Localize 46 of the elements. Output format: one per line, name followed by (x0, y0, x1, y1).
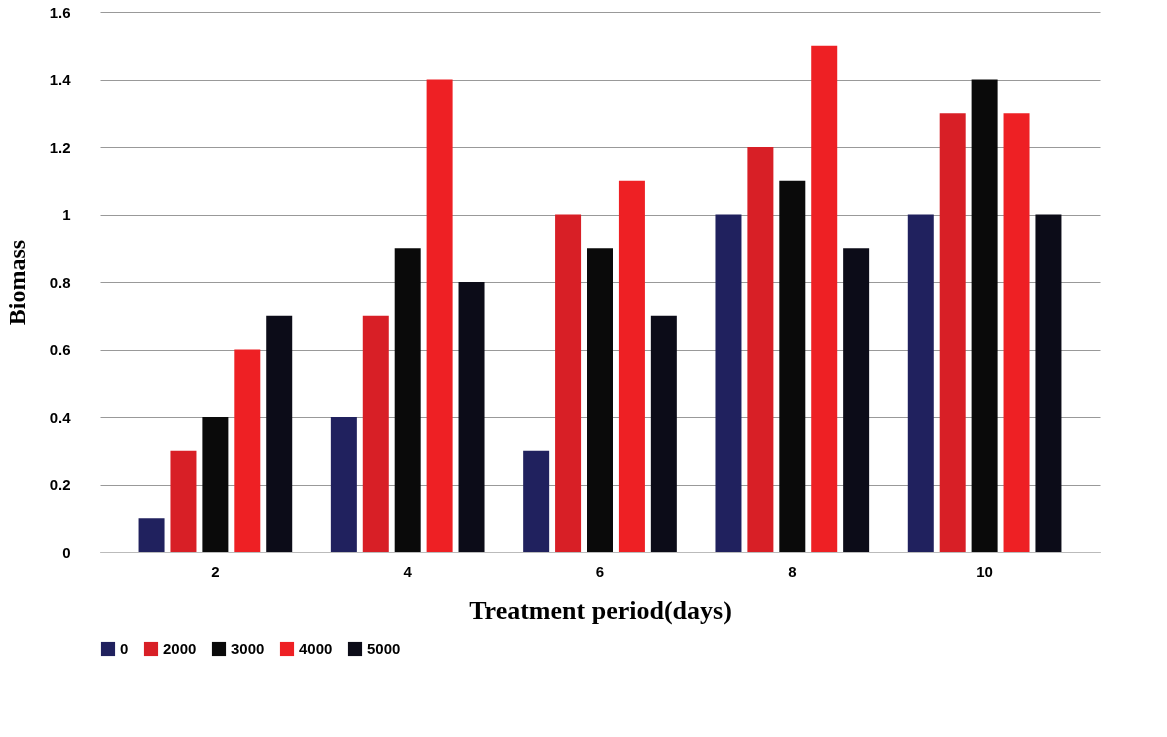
bar (555, 214, 582, 552)
bar (939, 113, 966, 552)
bar (907, 214, 934, 552)
bar (170, 450, 197, 552)
bar (426, 79, 453, 552)
bar (1003, 113, 1030, 552)
bar (618, 180, 645, 552)
bar (266, 315, 293, 552)
bar (843, 248, 870, 552)
bar (811, 45, 838, 552)
legend-label: 3000 (231, 640, 265, 657)
x-tick-label: 2 (211, 562, 220, 580)
y-tick-label: 1.2 (49, 138, 71, 156)
y-tick-label: 0.4 (49, 408, 72, 426)
bar (747, 147, 774, 552)
bar (650, 315, 677, 552)
x-tick-label: 8 (788, 562, 797, 580)
y-tick-label: 0.2 (49, 476, 71, 493)
bar (362, 315, 389, 552)
bar (715, 214, 742, 552)
legend-label: 5000 (367, 640, 401, 657)
y-tick-label: 1.6 (49, 3, 71, 21)
x-tick-label: 6 (595, 562, 605, 580)
bar (234, 349, 261, 552)
y-axis-title: Biomass (3, 239, 30, 326)
y-tick-label: 0 (62, 543, 71, 561)
bar (458, 282, 485, 552)
bar (779, 180, 806, 552)
bar (330, 417, 357, 552)
legend-label: 2000 (163, 640, 197, 657)
x-axis-title: Treatment period(days) (469, 595, 732, 625)
y-tick-label: 1 (62, 206, 71, 223)
y-tick-label: 0.8 (49, 273, 71, 291)
bar (1035, 214, 1062, 552)
bar (202, 417, 229, 552)
x-tick-label: 10 (976, 562, 993, 580)
bar (971, 79, 998, 552)
y-tick-label: 1.4 (49, 71, 72, 88)
y-tick-label: 0.6 (49, 341, 71, 358)
bar (138, 518, 165, 552)
bar (587, 248, 613, 552)
bar (394, 248, 421, 552)
x-tick-label: 4 (403, 562, 413, 580)
legend-label: 0 (120, 640, 129, 657)
legend-label: 4000 (299, 640, 333, 657)
bar (523, 450, 550, 552)
